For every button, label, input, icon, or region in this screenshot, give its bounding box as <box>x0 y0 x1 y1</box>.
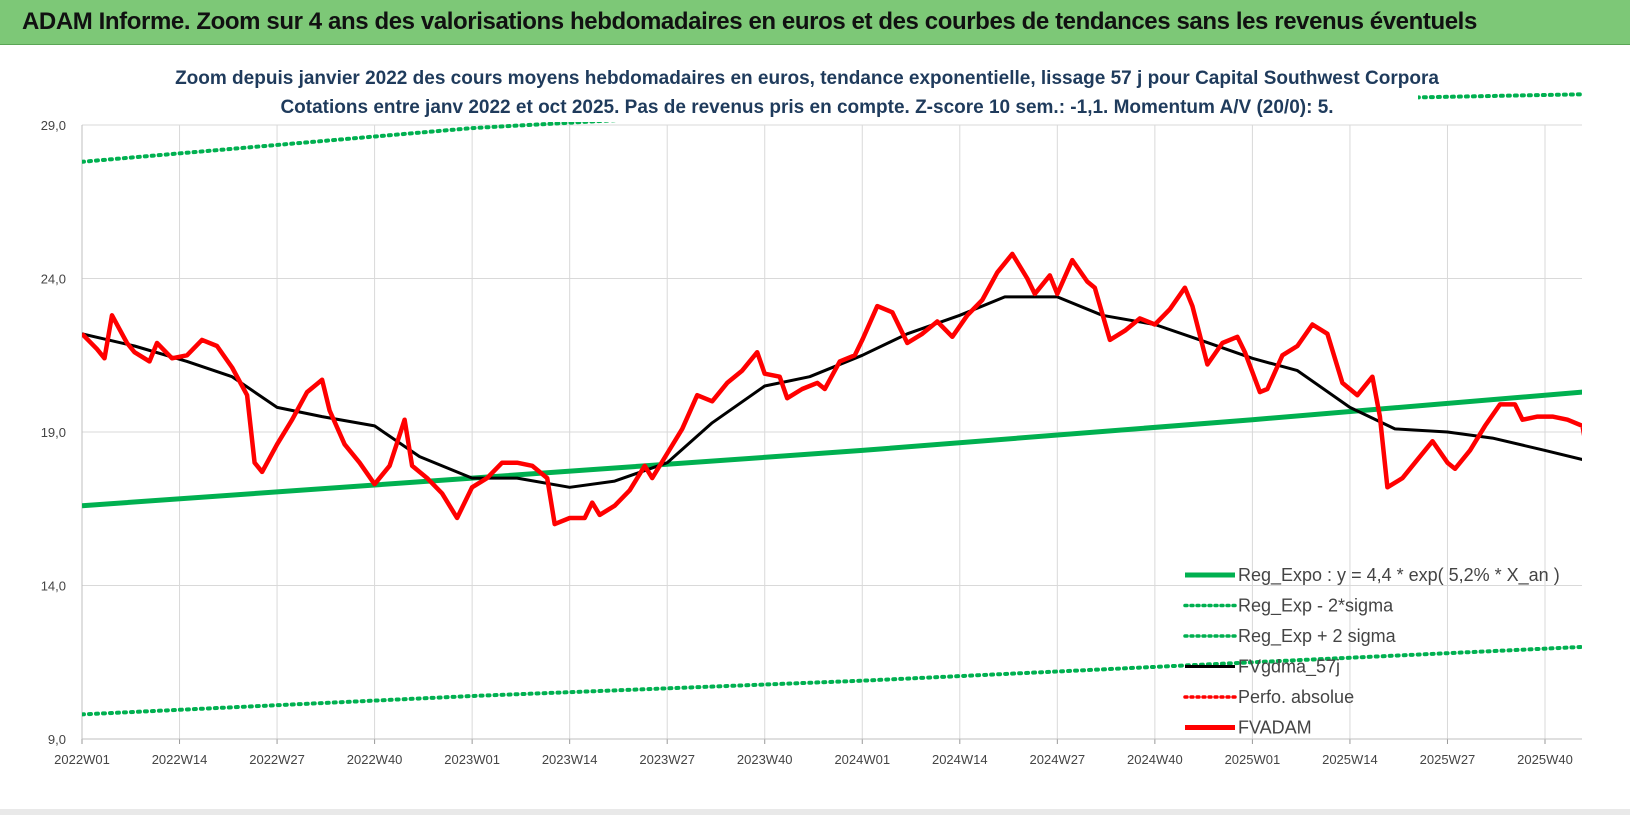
x-tick-label: 2022W27 <box>249 752 305 767</box>
x-tick-label: 2022W40 <box>347 752 403 767</box>
x-tick-label: 2025W27 <box>1420 752 1476 767</box>
y-tick-label: 14,0 <box>41 579 66 594</box>
subtitle-backdrop <box>196 60 1418 122</box>
x-tick-label: 2023W27 <box>639 752 695 767</box>
x-tick-label: 2024W01 <box>834 752 890 767</box>
legend-label: Reg_Exp + 2 sigma <box>1238 626 1397 647</box>
x-tick-label: 2025W01 <box>1225 752 1281 767</box>
x-tick-label: 2023W14 <box>542 752 598 767</box>
series-line-reg-expo-y-4-4-exp-5-2-x-an <box>82 389 1582 509</box>
x-tick-label: 2023W01 <box>444 752 500 767</box>
page-bottom-edge <box>0 809 1630 815</box>
x-tick-label: 2024W40 <box>1127 752 1183 767</box>
x-tick-label: 2022W14 <box>152 752 208 767</box>
price-trend-chart: 9,0 14,0 19,0 24,0 29,0 2022W01 2022W14 2022W27… <box>0 46 1630 808</box>
chart-axes: 9,0 14,0 19,0 24,0 29,0 2022W01 2022W14 2022W27… <box>41 118 1582 767</box>
legend-label: FVADAM <box>1238 718 1312 738</box>
legend-label: FVgdma_57j <box>1238 657 1340 678</box>
y-tick-label: 29,0 <box>41 118 66 133</box>
chart-subtitle: Zoom depuis janvier 2022 des cours moyen… <box>175 60 1439 122</box>
report-banner: ADAM Informe. Zoom sur 4 ans des valoris… <box>0 0 1630 45</box>
y-tick-label: 19,0 <box>41 425 66 440</box>
series-line-reg-exp-2-sigma <box>82 644 1582 717</box>
legend-label: Reg_Expo : y = 4,4 * exp( 5,2% * X_an ) <box>1238 565 1560 586</box>
x-tick-label: 2023W40 <box>737 752 793 767</box>
report-title: ADAM Informe. Zoom sur 4 ans des valoris… <box>22 8 1477 35</box>
x-tick-label: 2022W01 <box>54 752 110 767</box>
legend-label: Perfo. absolue <box>1238 687 1354 707</box>
y-tick-label: 9,0 <box>48 732 66 747</box>
x-tick-label: 2025W40 <box>1517 752 1573 767</box>
legend-label: Reg_Exp - 2*sigma <box>1238 596 1394 617</box>
subtitle-line-2: Cotations entre janv 2022 et oct 2025. P… <box>280 97 1333 118</box>
y-tick-label: 24,0 <box>41 272 66 287</box>
x-tick-label: 2025W14 <box>1322 752 1378 767</box>
x-tick-label: 2024W14 <box>932 752 988 767</box>
chart-legend: Reg_Expo : y = 4,4 * exp( 5,2% * X_an ) R… <box>1183 565 1560 738</box>
chart-grid <box>81 124 1582 740</box>
subtitle-line-1: Zoom depuis janvier 2022 des cours moyen… <box>175 68 1439 89</box>
x-tick-label: 2024W27 <box>1030 752 1086 767</box>
series-line-fvadam <box>82 251 1582 527</box>
